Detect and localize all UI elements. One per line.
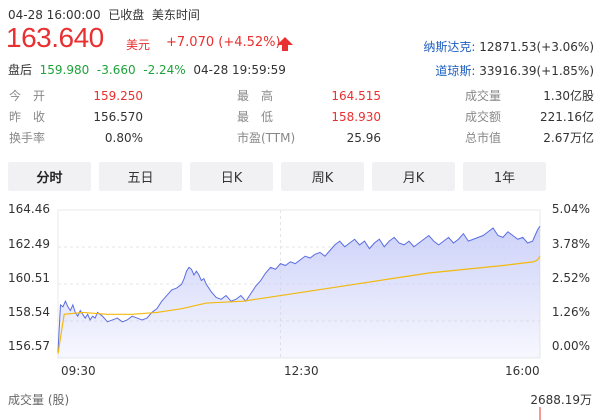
index-name[interactable]: 道琼斯: [435,64,476,78]
stat-label: 成交额 [465,110,502,124]
x-tick: 09:30 [61,364,96,378]
stat-label: 市盈(TTM) [237,131,296,145]
stat-label: 最 低 [237,110,274,124]
quote-time-line: 04-28 16:00:00 已收盘 美东时间 [8,6,200,23]
after-hours-line: 盘后 159.980 -3.660 -2.24% 04-28 19:59:59 [8,61,286,78]
tab-one-year[interactable]: 1年 [463,162,546,191]
stat-value: 158.930 [331,109,381,124]
tab-weekly-k[interactable]: 周K [281,162,364,191]
stats-row: 换手率 0.80% 市盈(TTM) 25.96 总市值 2.67万亿 [8,127,595,148]
stat-label: 总市值 [465,131,502,145]
stat-label: 最 高 [237,89,274,103]
stat-value: 159.250 [93,88,143,103]
index-name[interactable]: 纳斯达克: [423,40,476,54]
after-hours-price: 159.980 [39,63,90,77]
price-area-fill [58,226,540,358]
y-right-tick: 0.00% [551,339,590,353]
stat-value: 156.570 [93,109,143,124]
tab-five-day[interactable]: 五日 [99,162,182,191]
stat-value: 164.515 [331,88,381,103]
stats-row: 今 开 159.250 最 高 164.515 成交量 1.30亿股 [8,85,595,106]
tab-daily-k[interactable]: 日K [190,162,273,191]
y-right-tick: 5.04% [551,202,590,216]
stat-label: 昨 收 [9,110,46,124]
current-price: 163.640 [6,22,104,53]
index-dow[interactable]: 道琼斯: 33916.39(+1.85%) [435,62,594,79]
y-left-tick: 160.51 [8,271,50,285]
after-hours-time: 04-28 19:59:59 [193,63,286,77]
stat-value: 2.67万亿 [543,131,594,145]
stat-value: 221.16亿 [540,110,594,124]
stat-value: 1.30亿股 [543,89,594,103]
volume-label: 成交量 (股) [8,393,70,407]
y-right-tick: 2.52% [551,271,590,285]
y-left-tick: 156.57 [8,339,50,353]
timezone-label: 美东时间 [151,8,200,22]
stat-label: 换手率 [9,131,46,145]
stat-label: 成交量 [465,89,502,103]
quote-datetime: 04-28 16:00:00 [8,8,101,22]
stats-row: 昨 收 156.570 最 低 158.930 成交额 221.16亿 [8,106,595,127]
y-left-tick: 162.49 [8,237,50,251]
stat-label: 今 开 [9,89,46,103]
index-value: 33916.39(+1.85%) [479,64,594,78]
volume-value: 2688.19万 [530,393,592,407]
x-tick: 12:30 [284,364,319,378]
index-nasdaq[interactable]: 纳斯达克: 12871.53(+3.06%) [423,38,594,55]
price-change: +7.070 (+4.52%) [166,35,281,50]
y-right-tick: 3.78% [551,237,590,251]
average-price-line [57,255,541,354]
x-tick: 16:00 [505,364,540,378]
y-left-tick: 164.46 [8,202,50,216]
tab-intraday[interactable]: 分时 [8,162,91,191]
after-hours-pct: -2.24% [143,63,186,77]
after-hours-label: 盘后 [8,63,33,77]
y-right-tick: 1.26% [551,305,590,319]
index-value: 12871.53(+3.06%) [479,40,594,54]
stats-table: 今 开 159.250 最 高 164.515 成交量 1.30亿股 昨 收 1… [8,85,595,148]
after-hours-change: -3.660 [96,63,136,77]
stat-value: 25.96 [346,130,381,145]
y-left-tick: 158.54 [8,305,50,319]
market-status: 已收盘 [108,8,145,22]
tab-monthly-k[interactable]: 月K [372,162,455,191]
up-arrow-icon [277,37,293,51]
stat-value: 0.80% [104,130,143,145]
chart-period-tabs: 分时 五日 日K 周K 月K 1年 [8,162,546,191]
price-line [57,225,541,352]
currency-label: 美元 [126,38,151,52]
